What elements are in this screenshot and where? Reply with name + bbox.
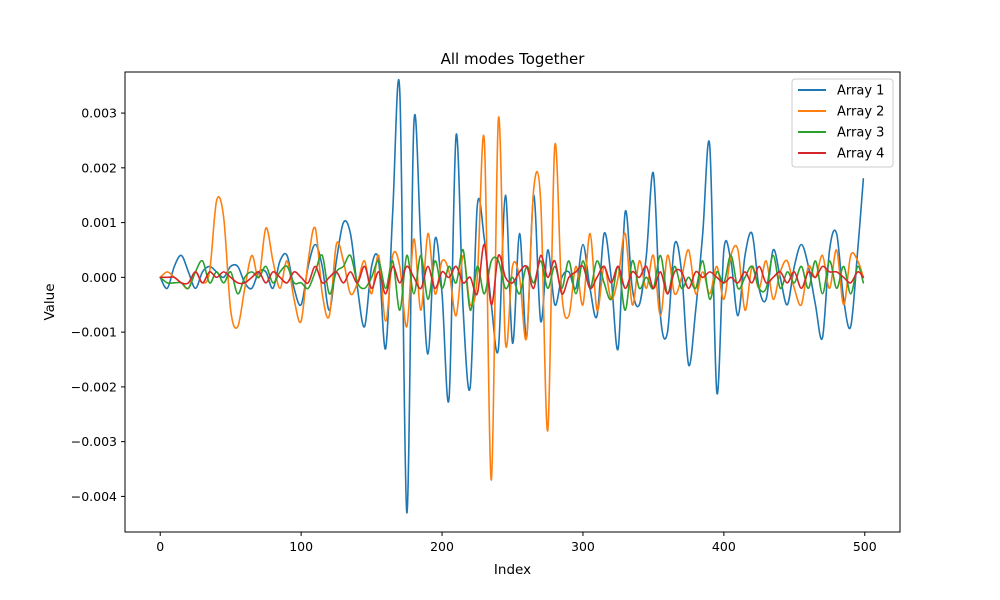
y-tick-label: −0.002	[71, 379, 117, 394]
x-axis-title: Index	[494, 562, 531, 578]
y-axis-title: Value	[42, 283, 58, 320]
x-tick-label: 500	[853, 539, 877, 554]
legend-label-array-2: Array 2	[837, 105, 884, 120]
legend: Array 1 Array 2 Array 3 Array 4	[791, 78, 894, 168]
series-layer	[159, 79, 865, 514]
series-line-array-2	[159, 116, 865, 481]
plot-area-frame	[124, 71, 901, 533]
y-tick-label: 0.001	[81, 215, 117, 230]
legend-label-array-4: Array 4	[837, 147, 884, 162]
x-tick-label: 100	[289, 539, 313, 554]
y-tick-label: 0.003	[81, 106, 117, 121]
y-tick-label: 0.000	[81, 270, 117, 285]
y-tick-label: −0.001	[71, 325, 117, 340]
y-tick-label: 0.002	[81, 160, 117, 175]
legend-label-array-3: Array 3	[837, 126, 884, 141]
series-line-array-4	[159, 243, 865, 306]
x-tick-label: 200	[430, 539, 454, 554]
x-tick-label: 300	[571, 539, 595, 554]
y-tick-label: −0.003	[71, 434, 117, 449]
chart-title: All modes Together	[441, 50, 586, 68]
x-tick-label: 400	[712, 539, 736, 554]
x-tick-label: 0	[156, 539, 164, 554]
y-axis: −0.004 −0.003 −0.002 −0.001 0.000 0.001 0.002 0…	[71, 106, 125, 504]
legend-label-array-1: Array 1	[837, 84, 884, 99]
y-tick-label: −0.004	[71, 489, 117, 504]
series-line-array-1	[159, 79, 865, 514]
legend-box	[791, 78, 894, 168]
x-axis: 0 100 200 300 400 500	[156, 532, 877, 554]
